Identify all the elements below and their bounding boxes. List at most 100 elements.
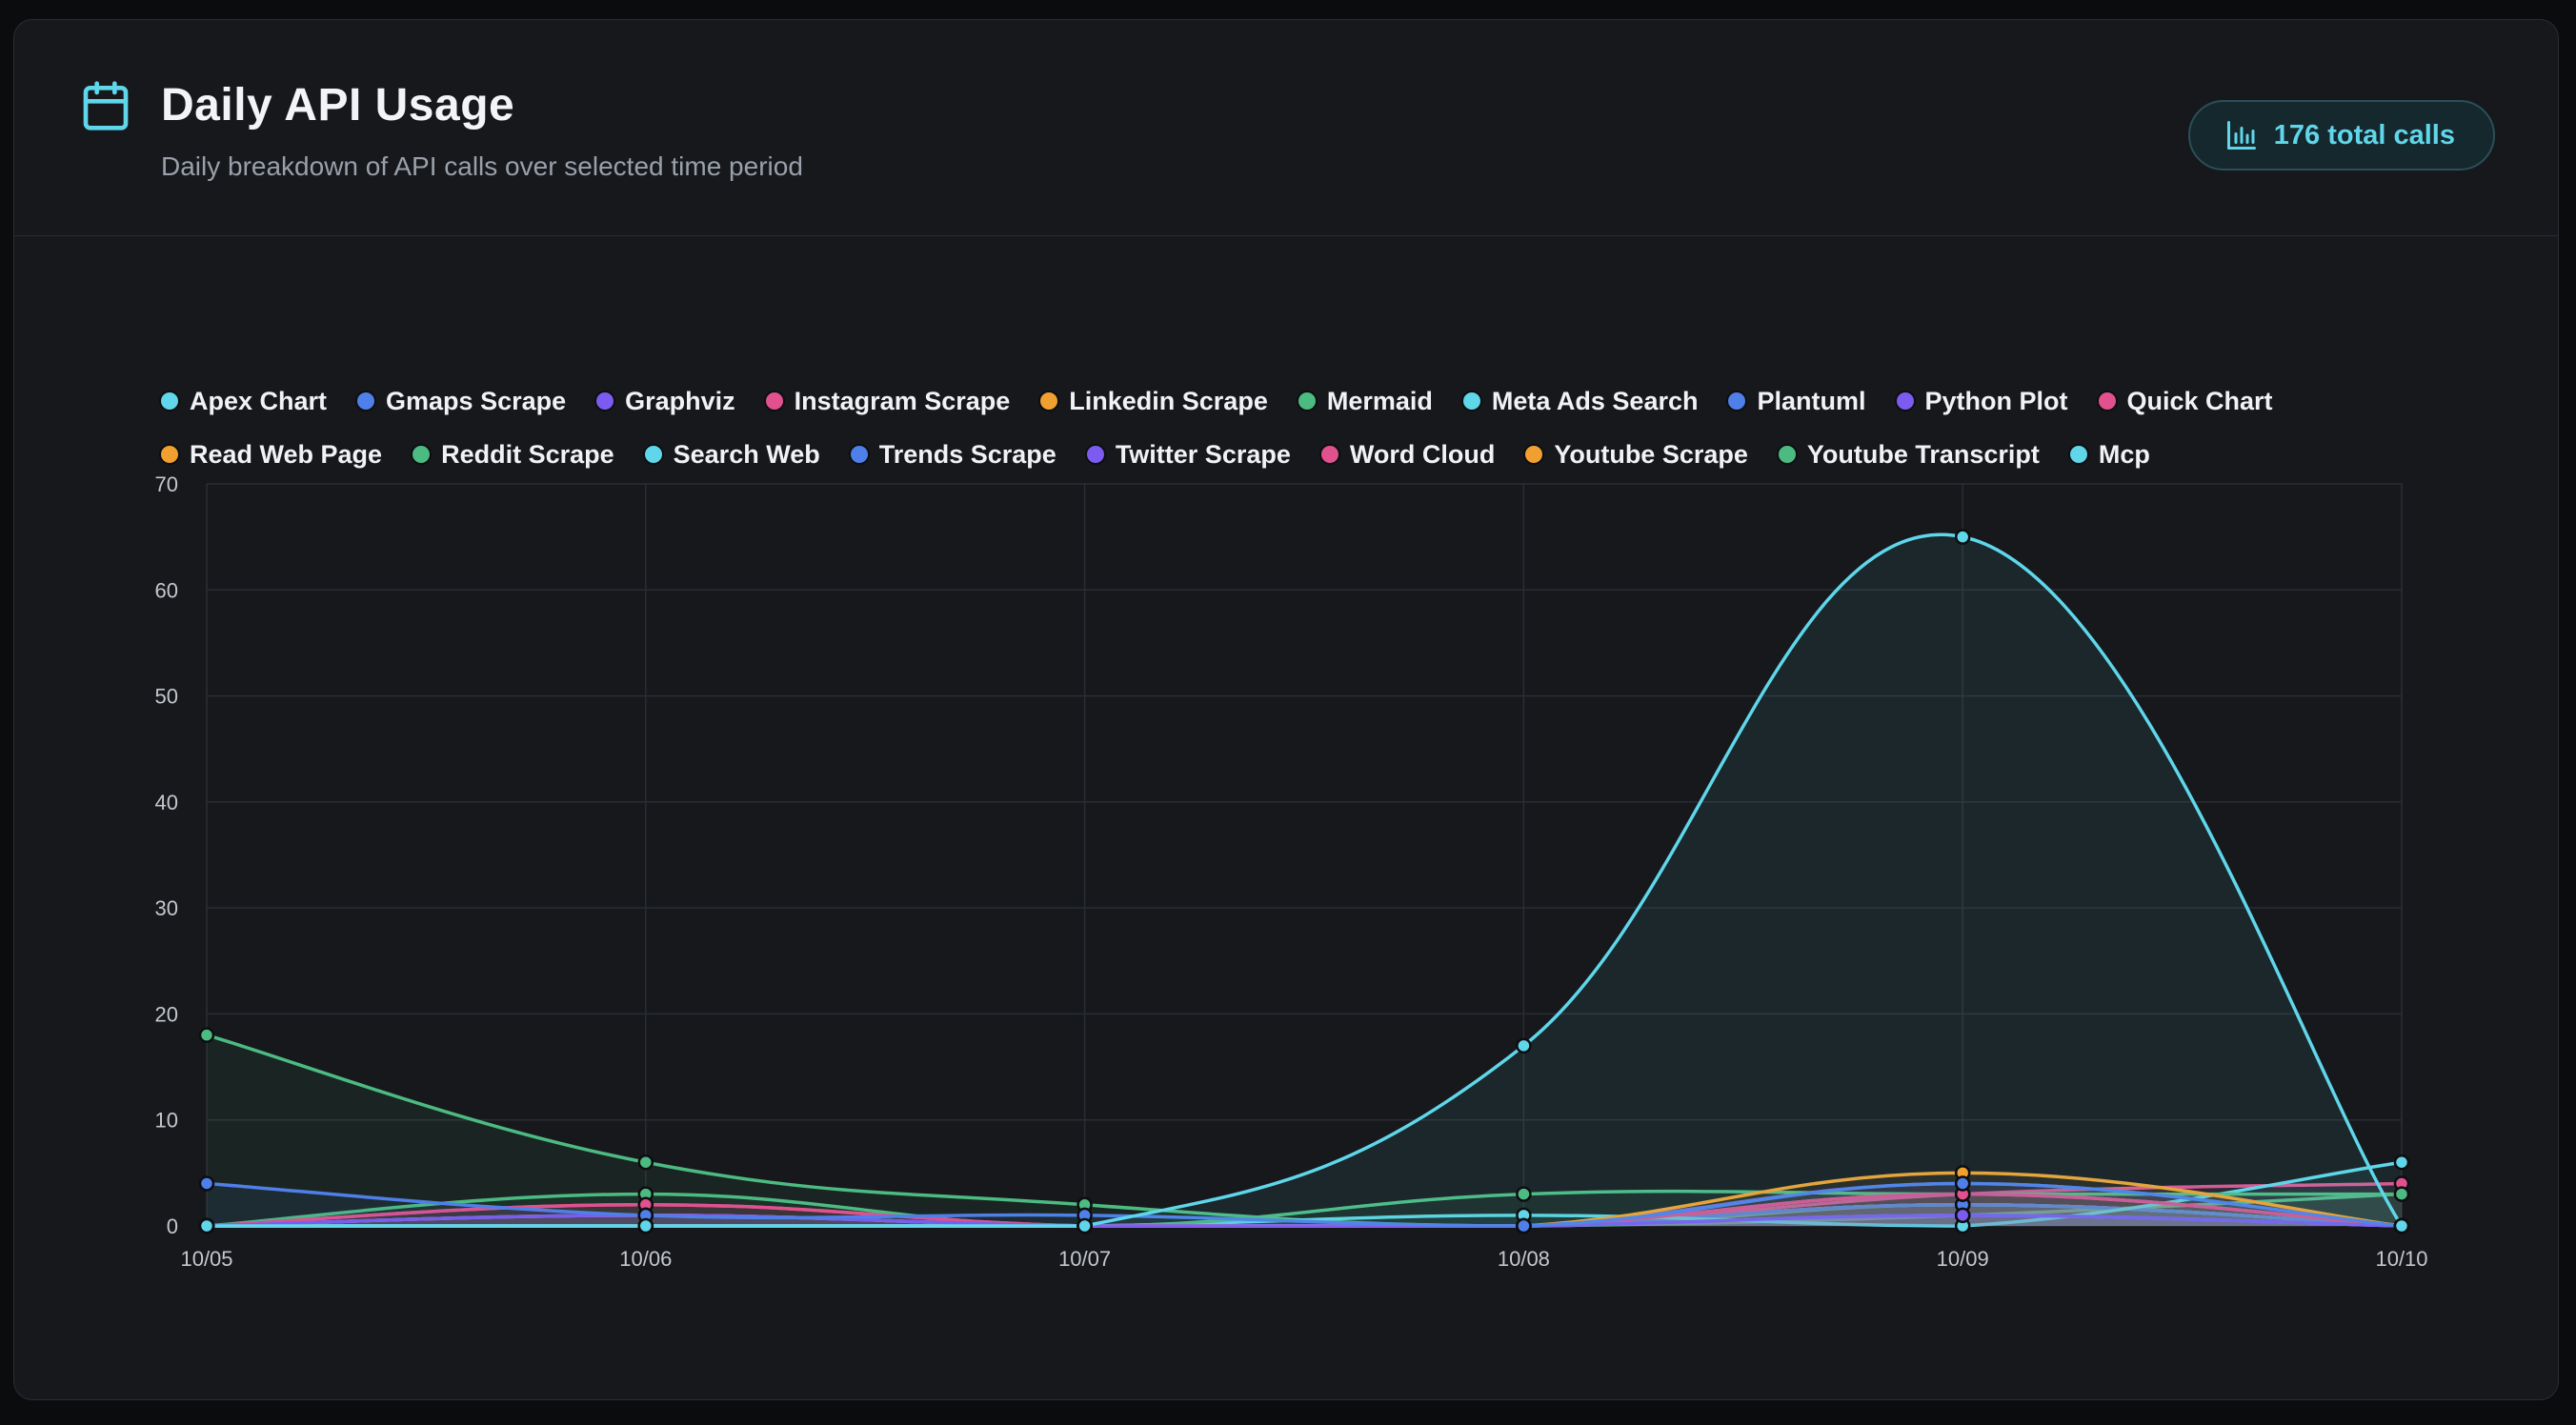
legend-item-search-web[interactable]: Search Web xyxy=(642,435,820,473)
series-line-graphviz xyxy=(206,1214,2403,1228)
data-point-mermaid xyxy=(2393,1186,2410,1202)
legend-swatch xyxy=(642,444,664,465)
y-tick-label: 60 xyxy=(155,578,178,602)
legend-label: Gmaps Scrape xyxy=(386,386,567,415)
legend-label: Graphviz xyxy=(625,386,735,415)
legend-item-linkedin-scrape[interactable]: Linkedin Scrape xyxy=(1038,382,1268,420)
legend-swatch xyxy=(2096,391,2118,411)
y-tick-label: 10 xyxy=(155,1109,178,1133)
series-area-gmaps-scrape xyxy=(207,1183,2402,1226)
legend-item-plantuml[interactable]: Plantuml xyxy=(1726,382,1866,420)
legend-label: Instagram Scrape xyxy=(794,386,1011,415)
legend-swatch xyxy=(1038,391,1060,411)
total-calls-label: 176 total calls xyxy=(2273,119,2455,151)
legend-item-meta-ads-search[interactable]: Meta Ads Search xyxy=(1460,382,1699,420)
legend-label: Meta Ads Search xyxy=(1491,386,1699,415)
series-area-search-web xyxy=(207,1204,2402,1226)
data-point-apex-chart xyxy=(1077,1217,1093,1234)
data-point-mermaid xyxy=(1516,1186,1532,1202)
legend-item-graphviz[interactable]: Graphviz xyxy=(594,382,735,420)
chart-legend: Apex Chart Gmaps Scrape Graphviz Instagram … xyxy=(159,382,2350,473)
data-point-graphviz xyxy=(1954,1207,1971,1224)
series-area-reddit-scrape xyxy=(207,1034,2402,1226)
legend-item-mcp[interactable]: Mcp xyxy=(2067,435,2150,473)
y-tick-label: 20 xyxy=(155,1002,178,1026)
calendar-icon xyxy=(83,81,129,130)
legend-item-instagram-scrape[interactable]: Instagram Scrape xyxy=(763,382,1011,420)
data-point-gmaps-scrape xyxy=(1954,1175,1971,1192)
legend-item-python-plot[interactable]: Python Plot xyxy=(1894,382,2068,420)
legend-label: Apex Chart xyxy=(190,386,328,415)
legend-swatch xyxy=(594,391,616,411)
legend-label: Read Web Page xyxy=(190,439,383,469)
y-tick-label: 30 xyxy=(155,896,178,920)
legend-swatch xyxy=(1894,391,1916,411)
legend-label: Plantuml xyxy=(1757,386,1866,415)
series-area-linkedin-scrape xyxy=(207,1173,2402,1226)
x-tick-label: 10/05 xyxy=(180,1247,232,1271)
data-point-apex-chart xyxy=(198,1217,215,1234)
legend-swatch xyxy=(1318,444,1340,465)
usage-card: Daily API Usage Daily breakdown of API c… xyxy=(13,19,2559,1400)
legend-swatch xyxy=(848,444,870,465)
series-area-apex-chart xyxy=(207,534,2402,1226)
legend-swatch xyxy=(411,444,433,465)
data-point-gmaps-scrape xyxy=(198,1175,215,1192)
usage-line-chart: 0 10 20 30 40 50 60 70 10/05 10/06 10/07 10/08 10/09… xyxy=(155,472,2428,1271)
legend-swatch xyxy=(1296,391,1318,411)
x-tick-label: 10/10 xyxy=(2375,1247,2427,1271)
legend-item-read-web-page[interactable]: Read Web Page xyxy=(159,435,382,473)
legend-item-twitter-scrape[interactable]: Twitter Scrape xyxy=(1084,435,1291,473)
legend-swatch xyxy=(159,444,180,465)
total-calls-badge: 176 total calls xyxy=(2187,100,2495,171)
data-point-apex-chart xyxy=(2393,1217,2410,1234)
legend-swatch xyxy=(2067,444,2089,465)
series-line-gmaps-scrape xyxy=(206,1181,2403,1228)
legend-label: Mermaid xyxy=(1326,386,1433,415)
y-tick-label: 50 xyxy=(155,685,178,709)
legend-label: Quick Chart xyxy=(2126,386,2273,415)
legend-label: Youtube Scrape xyxy=(1554,439,1748,469)
x-tick-label: 10/09 xyxy=(1937,1247,1989,1271)
legend-item-mermaid[interactable]: Mermaid xyxy=(1296,382,1433,420)
legend-item-quick-chart[interactable]: Quick Chart xyxy=(2096,382,2273,420)
series-area-plantuml xyxy=(207,1204,2402,1226)
page-subtitle: Daily breakdown of API calls over select… xyxy=(161,151,803,181)
card-header: Daily API Usage Daily breakdown of API c… xyxy=(14,20,2558,236)
series-area-youtube-transcript xyxy=(207,1194,2402,1226)
legend-item-reddit-scrape[interactable]: Reddit Scrape xyxy=(411,435,614,473)
legend-label: Youtube Transcript xyxy=(1806,439,2040,469)
x-tick-label: 10/07 xyxy=(1058,1247,1111,1271)
legend-label: Search Web xyxy=(673,439,820,469)
legend-label: Twitter Scrape xyxy=(1115,439,1291,469)
data-point-meta-ads-search xyxy=(2393,1154,2410,1171)
data-point-apex-chart xyxy=(637,1217,654,1234)
data-point-reddit-scrape xyxy=(637,1154,654,1171)
legend-swatch xyxy=(1776,444,1798,465)
data-point-apex-chart xyxy=(1516,1037,1532,1054)
legend-label: Linkedin Scrape xyxy=(1069,386,1268,415)
legend-item-youtube-transcript[interactable]: Youtube Transcript xyxy=(1776,435,2040,473)
y-tick-label: 0 xyxy=(167,1214,178,1238)
page-title: Daily API Usage xyxy=(161,80,515,130)
data-point-reddit-scrape xyxy=(198,1027,215,1043)
legend-label: Word Cloud xyxy=(1349,439,1496,469)
legend-swatch xyxy=(355,391,377,411)
legend-item-youtube-scrape[interactable]: Youtube Scrape xyxy=(1523,435,1748,473)
legend-label: Reddit Scrape xyxy=(441,439,614,469)
y-tick-label: 70 xyxy=(155,472,178,496)
bar-chart-icon xyxy=(2226,121,2256,150)
data-point-gmaps-scrape xyxy=(1516,1217,1532,1234)
data-point-apex-chart xyxy=(1954,529,1971,545)
legend-item-apex-chart[interactable]: Apex Chart xyxy=(159,382,327,420)
legend-swatch xyxy=(1726,391,1748,411)
legend-item-trends-scrape[interactable]: Trends Scrape xyxy=(848,435,1057,473)
legend-swatch xyxy=(1084,444,1106,465)
legend-item-word-cloud[interactable]: Word Cloud xyxy=(1318,435,1496,473)
legend-item-gmaps-scrape[interactable]: Gmaps Scrape xyxy=(355,382,566,420)
series-area-word-cloud xyxy=(207,1204,2402,1226)
x-tick-label: 10/06 xyxy=(619,1247,672,1271)
legend-label: Trends Scrape xyxy=(878,439,1057,469)
legend-label: Mcp xyxy=(2098,439,2150,469)
legend-swatch xyxy=(159,391,180,411)
